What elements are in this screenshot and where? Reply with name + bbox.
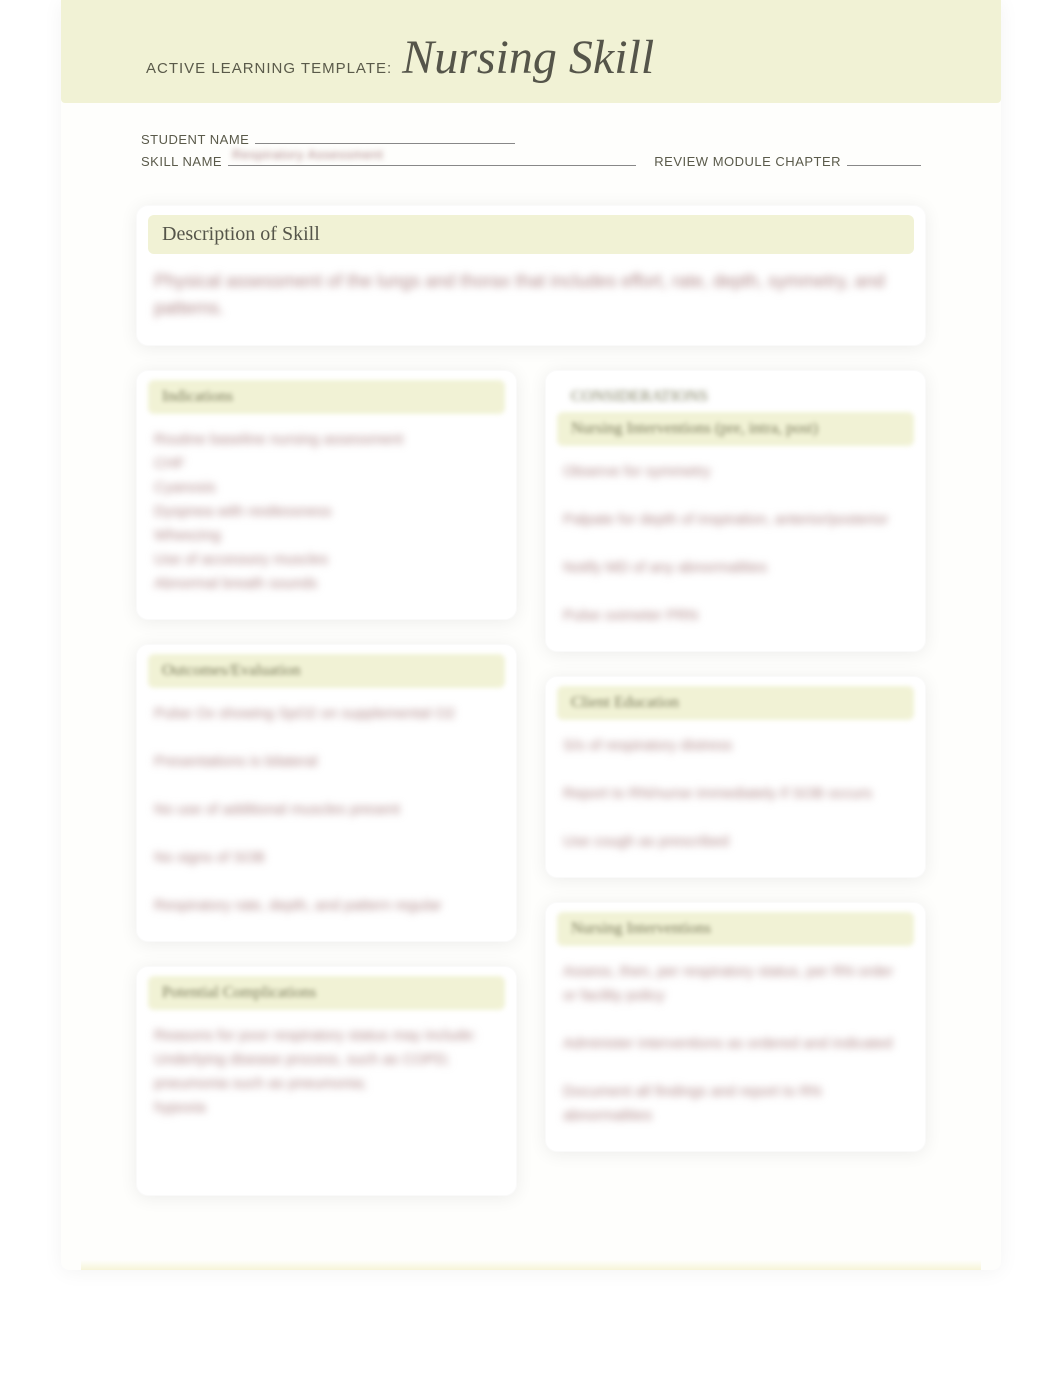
student-name-line[interactable] xyxy=(255,131,515,144)
skill-name-line[interactable]: Respiratory Assessment xyxy=(228,153,636,166)
page: ACTIVE LEARNING TEMPLATE: Nursing Skill … xyxy=(61,0,1001,1270)
indications-card: Indications Routine baseline nursing ass… xyxy=(136,370,517,620)
review-chapter-line[interactable] xyxy=(847,153,921,166)
nursing-interventions-title: Nursing Interventions xyxy=(557,912,914,946)
template-title: Nursing Skill xyxy=(402,30,654,85)
outcomes-card: Outcomes/Evaluation Pulse Ox showing SpO… xyxy=(136,644,517,942)
client-education-title: Client Education xyxy=(557,686,914,720)
outcomes-body: Pulse Ox showing SpO2 on supplemental O2… xyxy=(152,698,501,922)
form-area: STUDENT NAME SKILL NAME Respiratory Asse… xyxy=(61,103,1001,195)
considerations-title: CONSIDERATIONS xyxy=(557,380,914,414)
outcomes-title: Outcomes/Evaluation xyxy=(148,654,505,688)
header-band: ACTIVE LEARNING TEMPLATE: Nursing Skill xyxy=(61,0,1001,103)
skill-name-label: SKILL NAME xyxy=(141,154,222,169)
client-education-card: Client Education S/s of respiratory dist… xyxy=(545,676,926,878)
right-column: CONSIDERATIONS Nursing Interventions (pr… xyxy=(545,370,926,1220)
template-label: ACTIVE LEARNING TEMPLATE: xyxy=(146,60,392,77)
bottom-gradient xyxy=(81,1260,981,1270)
review-chapter-label: REVIEW MODULE CHAPTER xyxy=(654,154,841,169)
complications-body: Reasons for poor respiratory status may … xyxy=(152,1020,501,1124)
skill-name-value: Respiratory Assessment xyxy=(232,147,383,162)
client-education-body: S/s of respiratory distress Report to RN… xyxy=(561,730,910,858)
indications-body: Routine baseline nursing assessment CHF … xyxy=(152,424,501,600)
description-title: Description of Skill xyxy=(148,215,914,254)
considerations-card: CONSIDERATIONS Nursing Interventions (pr… xyxy=(545,370,926,652)
content-area: Description of Skill Physical assessment… xyxy=(61,195,1001,1260)
student-name-label: STUDENT NAME xyxy=(141,132,249,147)
considerations-body: Observe for symmetry Palpate for depth o… xyxy=(561,456,910,632)
two-column-layout: Indications Routine baseline nursing ass… xyxy=(136,370,926,1220)
complications-title: Potential Complications xyxy=(148,976,505,1010)
left-column: Indications Routine baseline nursing ass… xyxy=(136,370,517,1220)
description-body: Physical assessment of the lungs and tho… xyxy=(152,264,910,326)
nursing-interventions-card: Nursing Interventions Assess, then, per … xyxy=(545,902,926,1152)
indications-title: Indications xyxy=(148,380,505,414)
complications-card: Potential Complications Reasons for poor… xyxy=(136,966,517,1196)
description-card: Description of Skill Physical assessment… xyxy=(136,205,926,346)
nursing-interventions-body: Assess, then, per respiratory status, pe… xyxy=(561,956,910,1132)
considerations-sub-title: Nursing Interventions (pre, intra, post) xyxy=(557,412,914,446)
